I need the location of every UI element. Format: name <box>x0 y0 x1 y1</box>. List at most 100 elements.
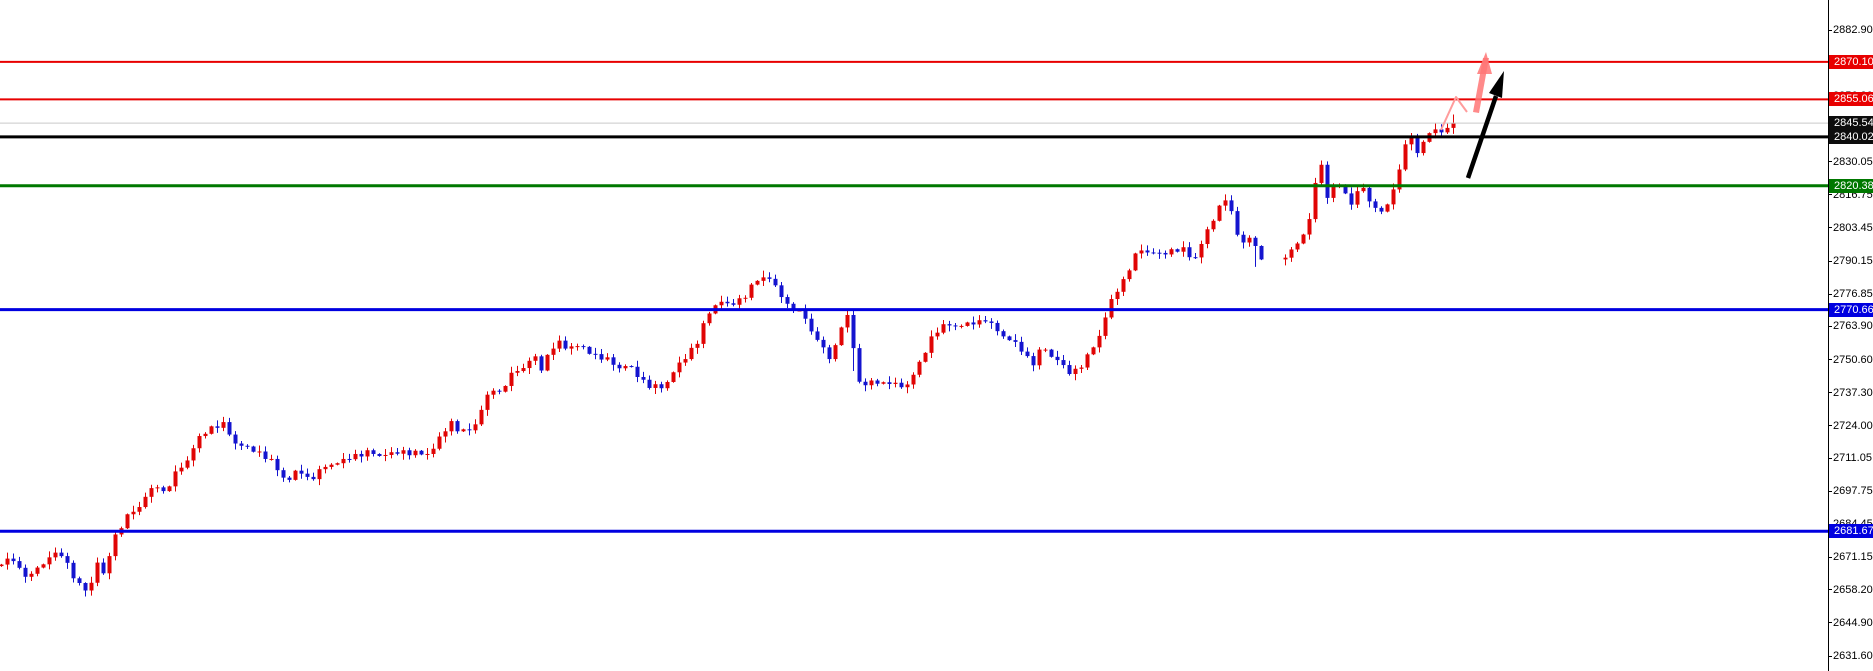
candle-body <box>269 458 274 460</box>
candle-body <box>107 556 112 574</box>
candle-body <box>185 460 190 468</box>
candle-body <box>533 356 538 361</box>
candle-body <box>347 458 352 460</box>
candle-body <box>881 382 886 384</box>
candle-body <box>1091 347 1096 355</box>
candle-body <box>845 314 850 328</box>
candle-body <box>437 436 442 449</box>
candle-body <box>209 426 214 434</box>
candle-body <box>143 496 148 508</box>
candle-body <box>635 366 640 378</box>
candle-body <box>137 507 142 512</box>
candle-body <box>275 458 280 471</box>
candle-body <box>257 451 262 453</box>
price-label-resistance-2870: 2870.10 <box>1829 54 1873 69</box>
candle-body <box>425 453 430 455</box>
candle-body <box>215 426 220 428</box>
candle-body <box>809 318 814 332</box>
candle-body <box>377 453 382 456</box>
candle-body <box>1241 234 1246 243</box>
price-tick-mark <box>1828 490 1832 492</box>
candle-body <box>1349 193 1354 205</box>
candle-body <box>785 297 790 304</box>
candle-body <box>167 486 172 492</box>
candle-body <box>149 488 154 497</box>
candle-body <box>551 348 556 355</box>
candle-body <box>41 564 46 568</box>
candle-body <box>665 381 670 389</box>
candle-body <box>677 362 682 373</box>
candle-body <box>1445 127 1450 133</box>
candle-body <box>617 364 622 369</box>
candle-body <box>1283 257 1288 260</box>
candle-body <box>851 314 856 349</box>
candle-body <box>395 452 400 454</box>
candle-body <box>1037 349 1042 366</box>
candle-body <box>587 346 592 354</box>
candle-body <box>239 443 244 446</box>
candle-body <box>1379 207 1384 212</box>
price-tick-mark <box>1828 29 1832 31</box>
candle-body <box>83 583 88 591</box>
candle-body <box>575 346 580 348</box>
candle-body <box>173 471 178 487</box>
price-label-support-2820: 2820.38 <box>1829 178 1873 193</box>
candle-body <box>641 377 646 380</box>
candle-body <box>1025 351 1030 357</box>
candle-body <box>701 323 706 344</box>
candle-body <box>341 458 346 464</box>
candle-body <box>179 467 184 472</box>
candle-body <box>875 380 880 384</box>
candle-body <box>989 321 994 323</box>
candle-body <box>1307 219 1312 235</box>
candle-body <box>1043 349 1048 351</box>
candle-body <box>1391 189 1396 205</box>
candle-body <box>479 409 484 425</box>
candle-body <box>35 567 40 574</box>
candle-body <box>53 552 58 558</box>
candle-body <box>1205 229 1210 244</box>
candle-body <box>833 345 838 360</box>
price-tick-mark <box>1828 655 1832 657</box>
candle-body <box>515 371 520 373</box>
candle-body <box>1439 129 1444 133</box>
candle-body <box>593 353 598 355</box>
candle-body <box>281 470 286 478</box>
price-tick-label: 2631.60 <box>1833 650 1873 662</box>
candle-body <box>731 303 736 305</box>
candle-body <box>977 320 982 325</box>
price-tick-mark <box>1828 589 1832 591</box>
price-tick-label: 2697.75 <box>1833 485 1873 498</box>
pink-pullback-path[interactable] <box>1440 96 1468 131</box>
candle-body <box>863 381 868 386</box>
candle-body <box>1079 367 1084 369</box>
price-tick-label: 2711.05 <box>1833 452 1872 465</box>
candle-body <box>1163 252 1168 255</box>
price-chart-canvas[interactable] <box>0 0 1828 671</box>
candle-body <box>1229 200 1234 212</box>
candle-body <box>155 487 160 489</box>
candle-body <box>233 434 238 444</box>
candle-body <box>779 285 784 298</box>
candle-body <box>497 390 502 392</box>
price-label-level-2840: 2840.02 <box>1829 129 1873 144</box>
black-breakout-arrow-shaft[interactable] <box>1465 95 1499 179</box>
black-breakout-arrow-head[interactable] <box>1489 71 1504 98</box>
candle-body <box>1103 317 1108 336</box>
candle-body <box>401 450 406 454</box>
candle-body <box>245 445 250 447</box>
candle-body <box>1055 356 1060 361</box>
price-tick-label: 2776.85 <box>1833 288 1873 301</box>
candle-body <box>509 372 514 386</box>
candle-body <box>857 348 862 382</box>
candle-body <box>821 339 826 348</box>
candle-body <box>1253 237 1258 246</box>
candle-body <box>893 382 898 384</box>
candle-body <box>1169 249 1174 255</box>
candle-body <box>791 303 796 311</box>
candle-body <box>449 421 454 432</box>
pink-projection-arrow-head[interactable] <box>1477 52 1492 74</box>
candle-body <box>965 322 970 326</box>
candle-body <box>413 450 418 456</box>
candle-body <box>527 360 532 369</box>
